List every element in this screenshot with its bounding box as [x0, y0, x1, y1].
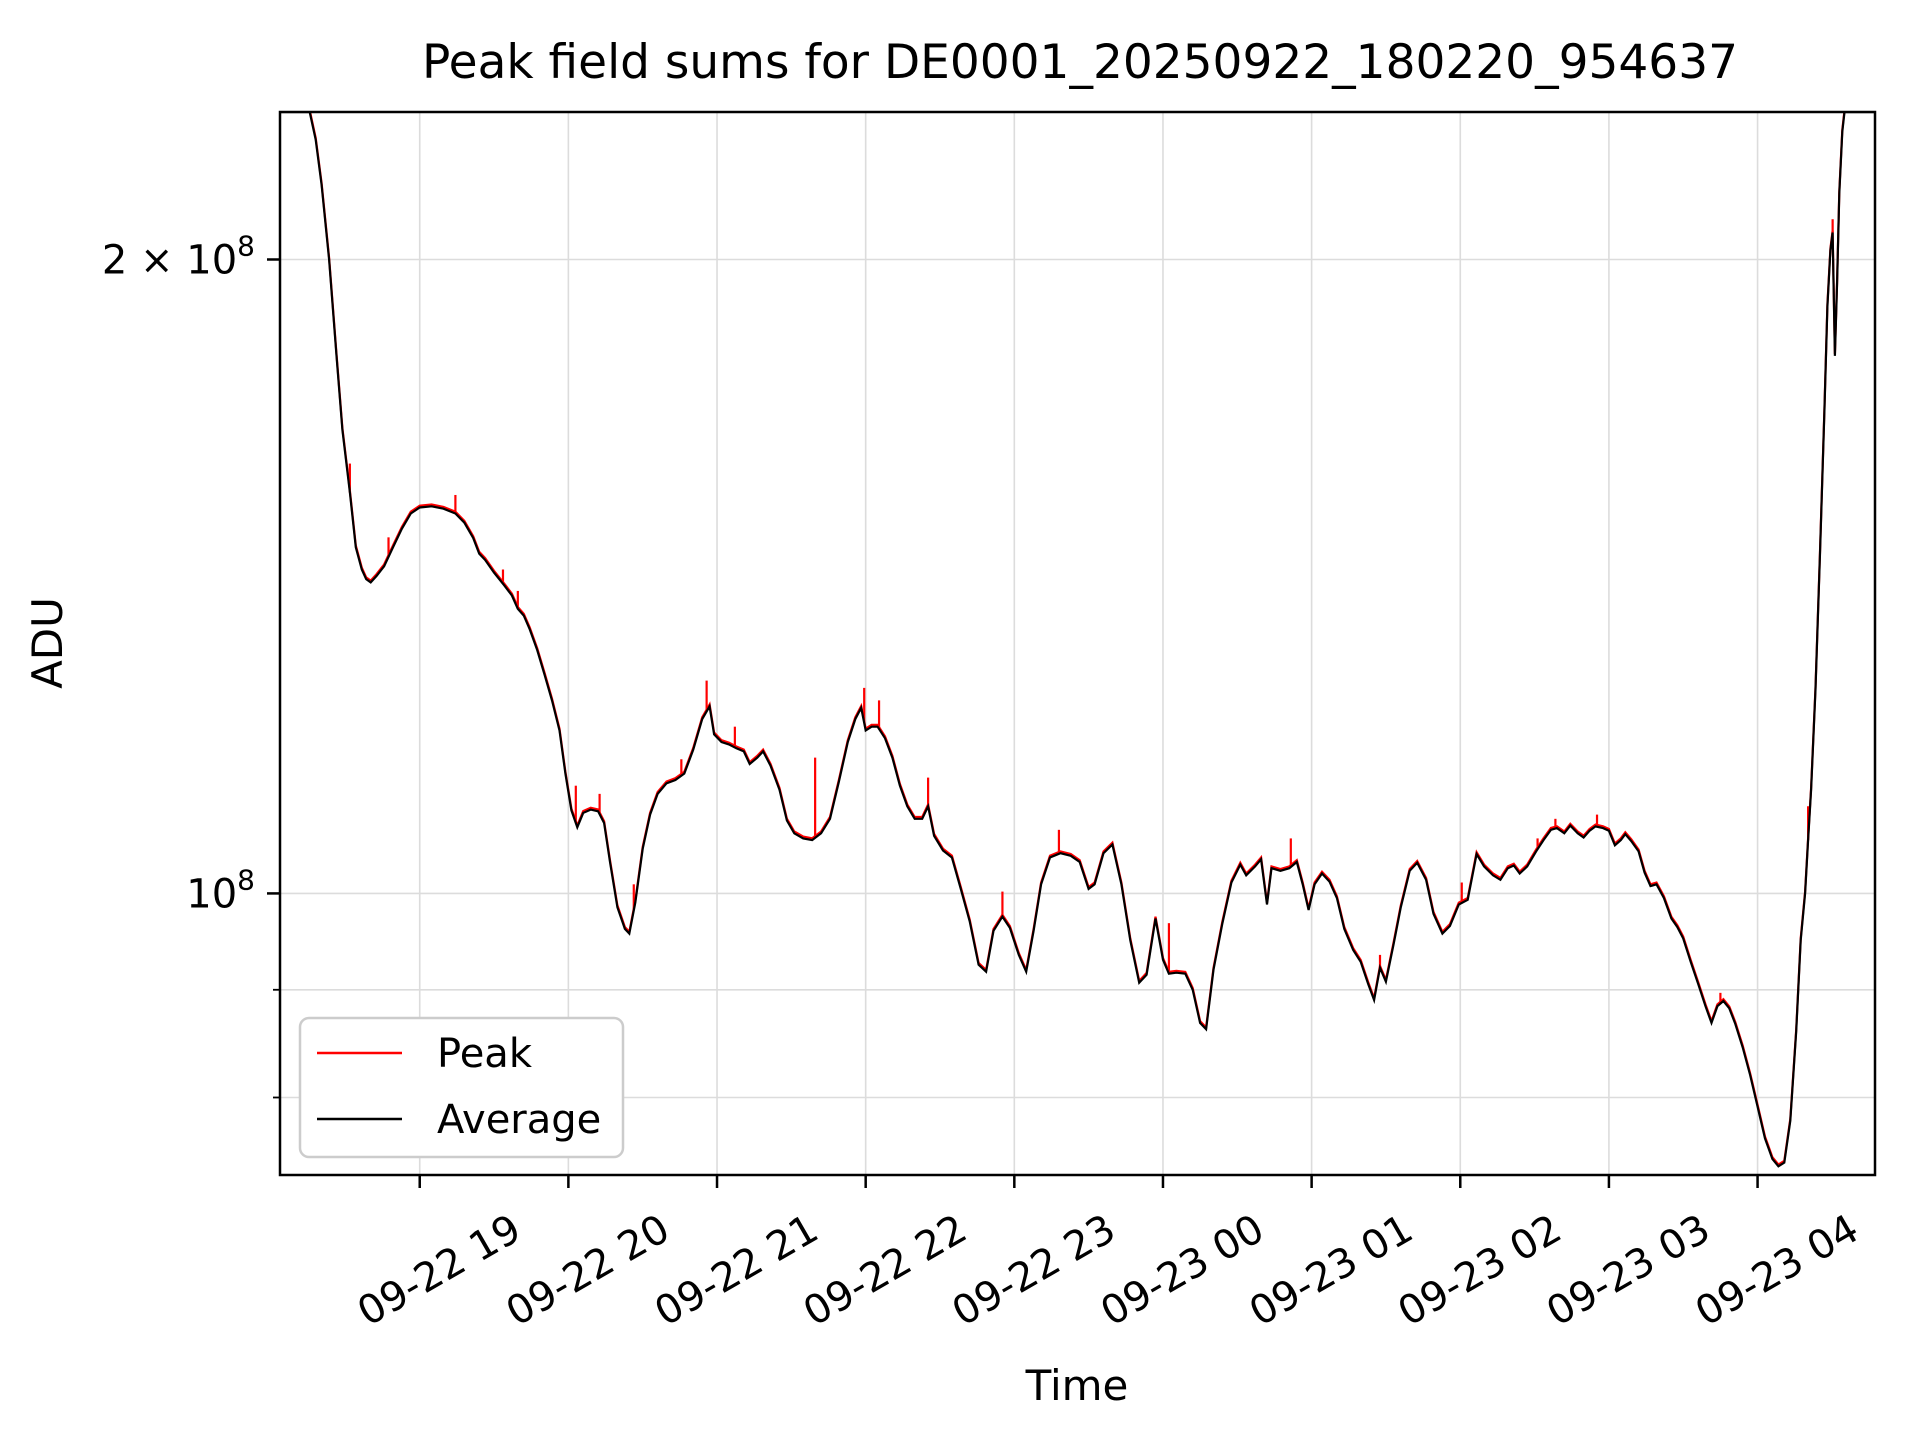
- x-tick-label: 09-23 02: [1391, 1206, 1570, 1336]
- legend: Peak Average: [298, 1016, 625, 1159]
- y-tick-label: 2 × 108: [102, 229, 255, 283]
- x-tick-label: 09-22 21: [647, 1206, 826, 1336]
- plot-border: [278, 110, 1877, 1177]
- legend-label-peak: Peak: [437, 1031, 533, 1077]
- y-axis-label: ADU: [23, 597, 72, 689]
- data-series: [280, 112, 1875, 1168]
- x-tick-label: 09-22 23: [945, 1206, 1124, 1336]
- x-tick-label: 09-23 03: [1539, 1206, 1718, 1336]
- y-tick-label: 108: [186, 863, 255, 917]
- x-tick-label: 09-22 19: [350, 1206, 529, 1336]
- x-tick-label: 09-23 00: [1093, 1206, 1272, 1336]
- x-tick-label: 09-22 20: [499, 1206, 678, 1336]
- gridlines: [280, 112, 1875, 1175]
- x-axis-label: Time: [1025, 1361, 1129, 1410]
- x-tick-label: 09-23 04: [1688, 1206, 1867, 1336]
- x-tick-label: 09-23 01: [1242, 1206, 1421, 1336]
- plot-area: [280, 112, 1875, 1175]
- average-line: [280, 112, 1875, 1168]
- legend-label-average: Average: [437, 1097, 601, 1143]
- x-tick-label: 09-22 22: [796, 1206, 975, 1336]
- chart-title: Peak field sums for DE0001_20250922_1802…: [422, 35, 1738, 90]
